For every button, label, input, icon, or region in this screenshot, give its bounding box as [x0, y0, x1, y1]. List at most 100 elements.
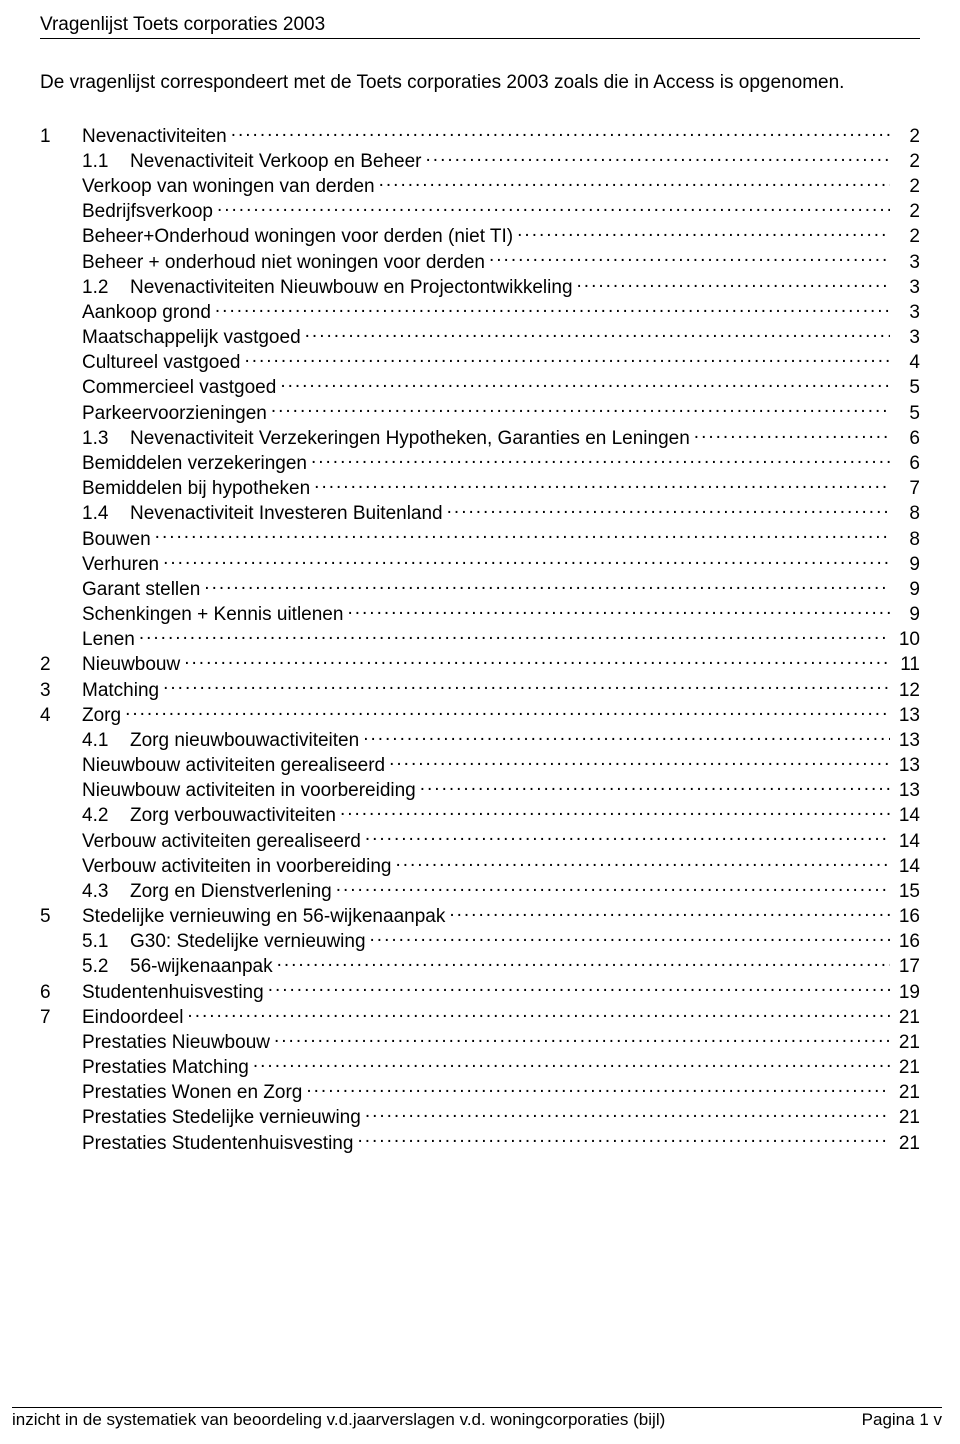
toc-row: Prestaties Studentenhuisvesting21 — [40, 1130, 920, 1155]
toc-page-number: 2 — [890, 200, 920, 223]
toc-page-number: 15 — [890, 880, 920, 903]
toc-leader-dots — [370, 928, 890, 947]
toc-leader-dots — [447, 500, 890, 519]
toc-page-number: 3 — [890, 326, 920, 349]
toc-label: 56-wijkenaanpak — [130, 955, 277, 978]
toc-leader-dots — [125, 702, 890, 721]
toc-label: Maatschappelijk vastgoed — [82, 326, 305, 349]
toc-page-number: 5 — [890, 376, 920, 399]
toc-leader-dots — [184, 651, 890, 670]
toc-leader-dots — [694, 425, 890, 444]
toc-page-number: 14 — [890, 830, 920, 853]
toc-leader-dots — [253, 1054, 890, 1073]
toc-label: Nieuwbouw activiteiten gerealiseerd — [82, 754, 389, 777]
toc-leader-dots — [244, 349, 890, 368]
toc-label: Zorg en Dienstverlening — [130, 880, 336, 903]
toc-row: Lenen10 — [40, 626, 920, 651]
toc-leader-dots — [379, 173, 890, 192]
toc-page-number: 14 — [890, 804, 920, 827]
toc-leader-dots — [577, 274, 890, 293]
toc-row: 1Nevenactiviteiten2 — [40, 123, 920, 148]
toc-leader-dots — [268, 979, 890, 998]
toc-row: 4.3Zorg en Dienstverlening15 — [40, 878, 920, 903]
toc-leader-dots — [340, 802, 890, 821]
toc-number: 1 — [40, 125, 82, 148]
toc-row: Beheer+Onderhoud woningen voor derden (n… — [40, 223, 920, 248]
toc-number: 1.1 — [82, 150, 130, 173]
toc-label: Prestaties Matching — [82, 1056, 253, 1079]
toc-page-number: 2 — [890, 150, 920, 173]
toc-leader-dots — [215, 299, 890, 318]
toc-number: 4 — [40, 704, 82, 727]
toc-leader-dots — [311, 450, 890, 469]
toc-page-number: 13 — [890, 729, 920, 752]
toc-row: 1.1Nevenactiviteit Verkoop en Beheer2 — [40, 148, 920, 173]
toc-leader-dots — [347, 601, 890, 620]
header-rule — [40, 38, 920, 39]
toc-page-number: 21 — [890, 1132, 920, 1155]
table-of-contents: 1Nevenactiviteiten21.1Nevenactiviteit Ve… — [40, 123, 920, 1155]
toc-row: Schenkingen + Kennis uitlenen9 — [40, 601, 920, 626]
toc-label: Verbouw activiteiten gerealiseerd — [82, 830, 365, 853]
toc-label: Bouwen — [82, 528, 155, 551]
toc-label: Prestaties Wonen en Zorg — [82, 1081, 306, 1104]
toc-row: 1.3Nevenactiviteit Verzekeringen Hypothe… — [40, 425, 920, 450]
toc-leader-dots — [280, 374, 890, 393]
toc-row: Nieuwbouw activiteiten in voorbereiding 1… — [40, 777, 920, 802]
toc-row: Verhuren 9 — [40, 551, 920, 576]
toc-row: 5Stedelijke vernieuwing en 56-wijkenaanp… — [40, 903, 920, 928]
toc-page-number: 12 — [890, 679, 920, 702]
toc-label: Parkeervoorzieningen — [82, 402, 271, 425]
toc-label: Nieuwbouw activiteiten in voorbereiding — [82, 779, 420, 802]
toc-row: Bedrijfsverkoop2 — [40, 198, 920, 223]
toc-row: 4.2Zorg verbouwactiviteiten14 — [40, 802, 920, 827]
toc-label: Eindoordeel — [82, 1006, 187, 1029]
toc-row: Maatschappelijk vastgoed 3 — [40, 324, 920, 349]
toc-label: Matching — [82, 679, 163, 702]
toc-page-number: 21 — [890, 1106, 920, 1129]
toc-row: 1.2Nevenactiviteiten Nieuwbouw en Projec… — [40, 274, 920, 299]
toc-page-number: 9 — [890, 553, 920, 576]
toc-page-number: 16 — [890, 930, 920, 953]
toc-row: 4Zorg 13 — [40, 702, 920, 727]
footer-row: inzicht in de systematiek van beoordelin… — [12, 1410, 942, 1430]
toc-row: Bouwen8 — [40, 526, 920, 551]
footer-rule — [12, 1407, 942, 1408]
toc-number: 4.2 — [82, 804, 130, 827]
page-footer: inzicht in de systematiek van beoordelin… — [0, 1407, 960, 1430]
toc-label: Nevenactiviteiten — [82, 125, 231, 148]
toc-row: Prestaties Wonen en Zorg21 — [40, 1079, 920, 1104]
toc-leader-dots — [274, 1029, 890, 1048]
toc-row: Cultureel vastgoed4 — [40, 349, 920, 374]
toc-label: Verhuren — [82, 553, 163, 576]
toc-page-number: 13 — [890, 779, 920, 802]
toc-page-number: 14 — [890, 855, 920, 878]
toc-leader-dots — [365, 828, 890, 847]
toc-row: Nieuwbouw activiteiten gerealiseerd13 — [40, 752, 920, 777]
toc-leader-dots — [155, 526, 890, 545]
toc-leader-dots — [395, 853, 890, 872]
toc-leader-dots — [363, 727, 890, 746]
toc-number: 3 — [40, 679, 82, 702]
toc-row: 5.1G30: Stedelijke vernieuwing16 — [40, 928, 920, 953]
toc-row: Bemiddelen verzekeringen 6 — [40, 450, 920, 475]
toc-row: Verbouw activiteiten gerealiseerd 14 — [40, 828, 920, 853]
toc-row: Aankoop grond3 — [40, 299, 920, 324]
toc-label: Bemiddelen verzekeringen — [82, 452, 311, 475]
toc-number: 7 — [40, 1006, 82, 1029]
toc-leader-dots — [271, 400, 890, 419]
toc-page-number: 3 — [890, 251, 920, 274]
toc-leader-dots — [389, 752, 890, 771]
toc-page-number: 9 — [890, 578, 920, 601]
toc-row: 4.1Zorg nieuwbouwactiviteiten13 — [40, 727, 920, 752]
toc-page-number: 10 — [890, 628, 920, 651]
toc-label: Zorg — [82, 704, 125, 727]
toc-row: Verkoop van woningen van derden2 — [40, 173, 920, 198]
toc-number: 4.1 — [82, 729, 130, 752]
toc-row: Commercieel vastgoed5 — [40, 374, 920, 399]
page-title: Vragenlijst Toets corporaties 2003 — [40, 14, 920, 36]
toc-page-number: 2 — [890, 225, 920, 248]
toc-page-number: 13 — [890, 704, 920, 727]
footer-right-text: Pagina 1 v — [862, 1410, 942, 1430]
toc-page-number: 6 — [890, 452, 920, 475]
